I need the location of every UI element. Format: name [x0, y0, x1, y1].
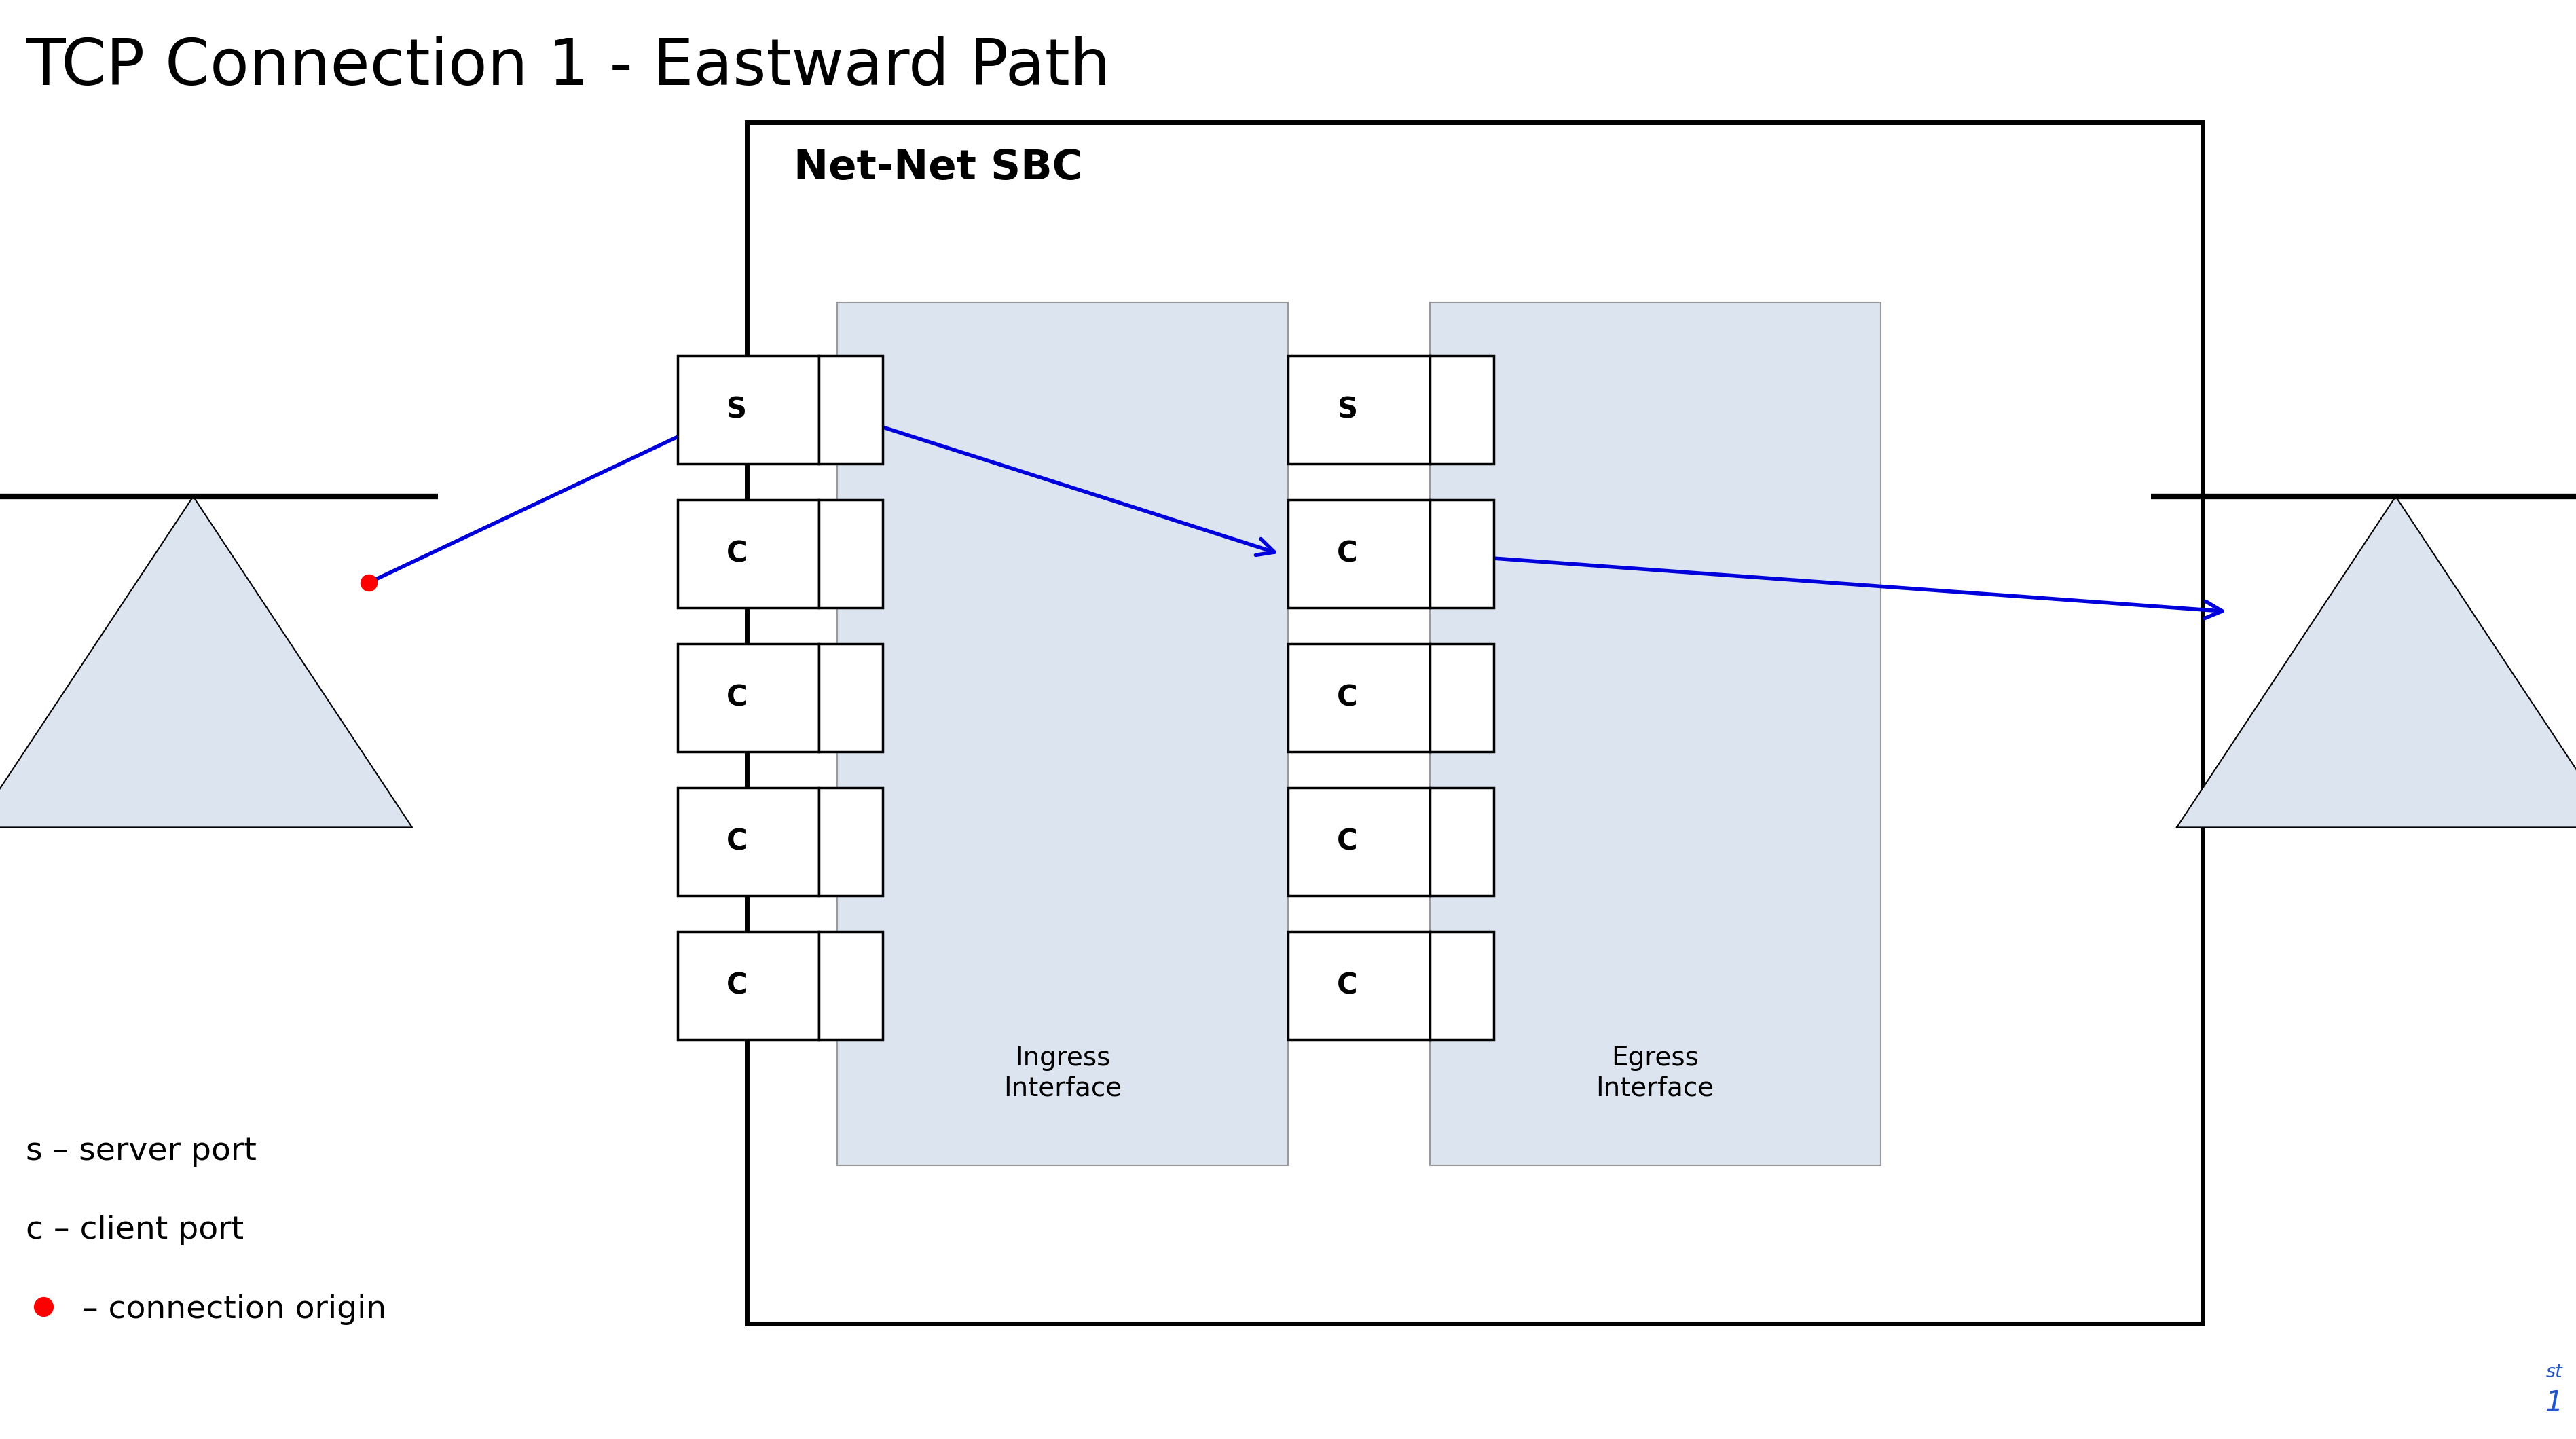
Bar [677, 357, 819, 463]
Bar [1288, 645, 1430, 751]
Bar [1288, 787, 1430, 895]
Text: C: C [726, 540, 747, 568]
Text: TCP Connection – Initial Path: TCP Connection – Initial Path [2566, 1389, 2576, 1417]
Point [23, 1295, 64, 1318]
Text: st: st [2545, 1364, 2563, 1381]
Text: s – server port: s – server port [26, 1135, 258, 1167]
Bar [1288, 932, 1430, 1039]
Text: C: C [1337, 684, 1358, 712]
Text: Ingress
Interface: Ingress Interface [1005, 1045, 1121, 1101]
Text: S: S [1337, 396, 1358, 425]
Point [348, 571, 389, 594]
Text: C: C [726, 827, 747, 856]
Bar [1430, 357, 1494, 463]
Bar [837, 302, 1288, 1166]
Bar [1288, 499, 1430, 607]
Text: Egress
Interface: Egress Interface [1597, 1045, 1713, 1101]
Text: C: C [726, 684, 747, 712]
Bar [747, 122, 2202, 1324]
Bar [819, 787, 884, 895]
Text: C: C [1337, 540, 1358, 568]
Text: c – client port: c – client port [26, 1215, 245, 1246]
Bar [1430, 932, 1494, 1039]
Bar [1288, 357, 1430, 463]
Bar [677, 787, 819, 895]
Bar [1430, 302, 1880, 1166]
Bar [819, 932, 884, 1039]
Text: TCP Connection 1 - Eastward Path: TCP Connection 1 - Eastward Path [26, 36, 1110, 98]
Bar [819, 499, 884, 607]
Text: C: C [1337, 827, 1358, 856]
Polygon shape [0, 496, 412, 827]
Bar [819, 645, 884, 751]
Text: – connection origin: – connection origin [82, 1294, 386, 1325]
Text: C: C [1337, 971, 1358, 1000]
Bar [1430, 499, 1494, 607]
Bar [819, 357, 884, 463]
Bar [677, 932, 819, 1039]
Text: 1: 1 [2545, 1389, 2563, 1417]
Bar [1430, 645, 1494, 751]
Text: S: S [726, 396, 747, 425]
Bar [1430, 787, 1494, 895]
Text: C: C [726, 971, 747, 1000]
Polygon shape [2177, 496, 2576, 827]
Bar [677, 645, 819, 751]
Bar [677, 499, 819, 607]
Text: Net-Net SBC: Net-Net SBC [793, 148, 1082, 189]
